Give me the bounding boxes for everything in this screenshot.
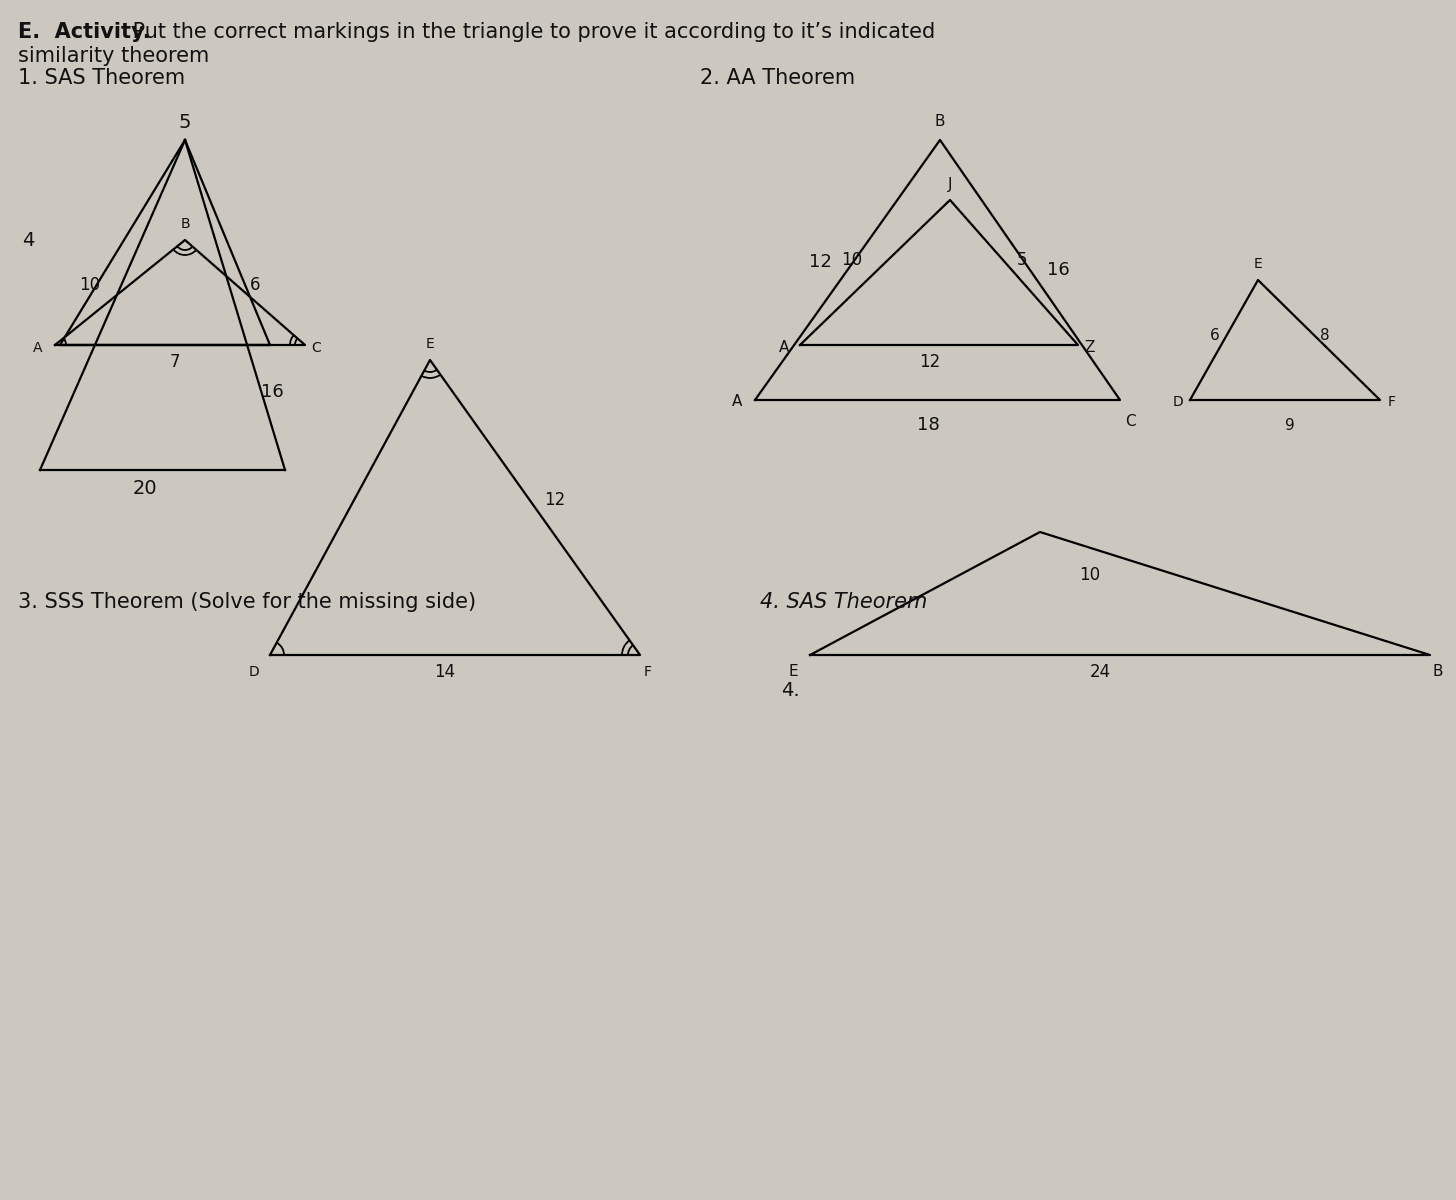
Text: 16: 16 [261,383,284,401]
Text: 12: 12 [919,353,941,371]
Text: 5: 5 [1016,251,1028,269]
Text: 2. AA Theorem: 2. AA Theorem [700,68,855,88]
Text: 10: 10 [1079,566,1101,584]
Text: B: B [935,114,945,130]
Text: 1. SAS Theorem: 1. SAS Theorem [17,68,185,88]
Text: 6: 6 [250,276,261,294]
Text: A: A [779,341,789,355]
Text: 18: 18 [917,416,939,434]
Text: 9: 9 [1286,418,1294,432]
Text: 10: 10 [80,276,100,294]
Text: 20: 20 [132,479,157,498]
Text: 12: 12 [808,253,831,271]
Text: 4. SAS Theorem: 4. SAS Theorem [760,592,927,612]
Text: 12: 12 [545,491,565,509]
Text: D: D [249,665,259,679]
Text: C: C [312,341,320,355]
Text: 14: 14 [434,662,456,680]
Text: 3. SSS Theorem (Solve for the missing side): 3. SSS Theorem (Solve for the missing si… [17,592,476,612]
Text: F: F [1388,395,1396,409]
Text: D: D [1172,395,1184,409]
Text: E: E [1254,257,1262,271]
Text: E: E [788,665,798,679]
Text: E: E [425,337,434,350]
Text: 16: 16 [1047,260,1069,278]
Text: 4: 4 [22,230,33,250]
Text: J: J [948,176,952,192]
Text: A: A [732,395,743,409]
Text: similarity theorem: similarity theorem [17,46,210,66]
Text: E.  Activity.: E. Activity. [17,22,150,42]
Text: 7: 7 [170,353,181,371]
Text: 8: 8 [1321,328,1329,342]
Text: 10: 10 [842,251,862,269]
Text: 4.: 4. [780,680,799,700]
Text: B: B [1433,665,1443,679]
Text: 24: 24 [1089,662,1111,680]
Text: 5: 5 [179,114,191,132]
Text: 6: 6 [1210,328,1220,342]
Text: F: F [644,665,652,679]
Text: B: B [181,217,189,230]
Text: Put the correct markings in the triangle to prove it according to it’s indicated: Put the correct markings in the triangle… [127,22,935,42]
Text: A: A [33,341,42,355]
Text: Z: Z [1085,341,1095,355]
Text: C: C [1124,414,1136,430]
